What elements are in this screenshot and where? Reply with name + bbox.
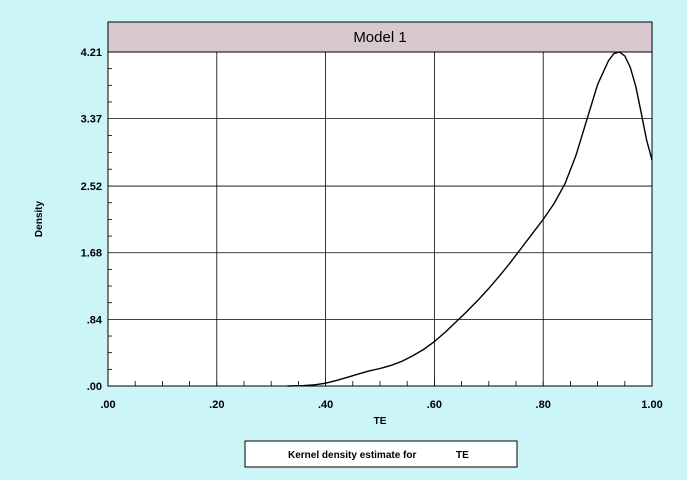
legend-variable: TE	[456, 450, 469, 461]
y-axis-title: Density	[34, 201, 45, 238]
x-tick-label: .00	[100, 399, 115, 411]
y-tick-labels: .00 .84 1.68 2.52 3.37 4.21	[81, 47, 103, 393]
grid-lines	[108, 52, 652, 386]
y-tick-label: 4.21	[81, 47, 102, 59]
y-tick-label: .00	[87, 381, 102, 393]
legend-box	[244, 440, 518, 468]
x-tick-label: .20	[209, 399, 224, 411]
plot-area	[107, 51, 653, 387]
x-tick-label: .40	[318, 399, 333, 411]
y-tick-label: .84	[87, 314, 103, 326]
y-tick-label: 3.37	[81, 114, 102, 126]
x-tick-label: 1.00	[641, 399, 662, 411]
x-tick-label: .80	[536, 399, 551, 411]
y-tick-label: 1.68	[81, 248, 102, 260]
x-tick-label: .60	[427, 399, 442, 411]
title-bar	[107, 21, 653, 53]
x-axis-title: TE	[374, 416, 387, 427]
chart-title: Model 1	[353, 29, 406, 46]
minor-ticks	[108, 68, 626, 386]
legend-label: Kernel density estimate for	[288, 450, 416, 461]
y-tick-label: 2.52	[81, 181, 102, 193]
density-curve	[287, 51, 653, 387]
x-tick-labels: .00 .20 .40 .60 .80 1.00	[100, 399, 662, 411]
